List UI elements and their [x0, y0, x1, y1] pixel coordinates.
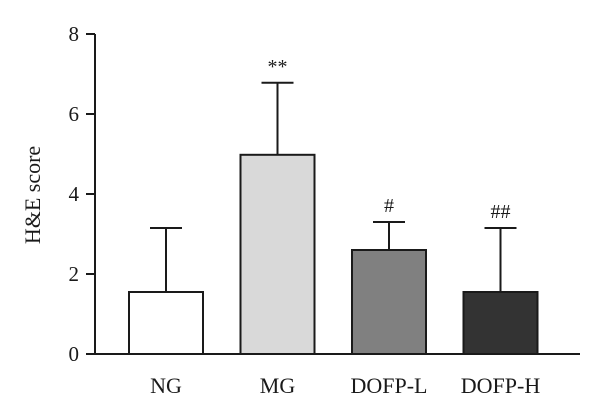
significance-marker: **	[268, 56, 288, 78]
x-tick-label: DOFP-H	[461, 373, 541, 398]
significance-marker: #	[384, 195, 394, 217]
bar-ng	[128, 291, 204, 355]
x-tick-label: DOFP-L	[350, 373, 427, 398]
y-tick-label: 6	[69, 102, 80, 126]
bar-dofp-l	[351, 249, 427, 355]
y-tick-label: 2	[69, 262, 80, 286]
x-tick-label: NG	[150, 373, 182, 398]
y-tick-label: 0	[69, 342, 80, 366]
bar-dofp-h	[462, 291, 539, 355]
y-axis-title: H&E score	[20, 146, 45, 244]
y-tick-label: 8	[69, 22, 80, 46]
y-tick-label: 4	[69, 182, 80, 206]
plot-area: 0 2 4 6 8 NG MG ** DOFP-L # DOFP-H ##	[69, 22, 580, 398]
x-tick-label: MG	[260, 373, 296, 398]
bar-mg	[239, 153, 316, 355]
significance-marker: ##	[491, 201, 511, 223]
